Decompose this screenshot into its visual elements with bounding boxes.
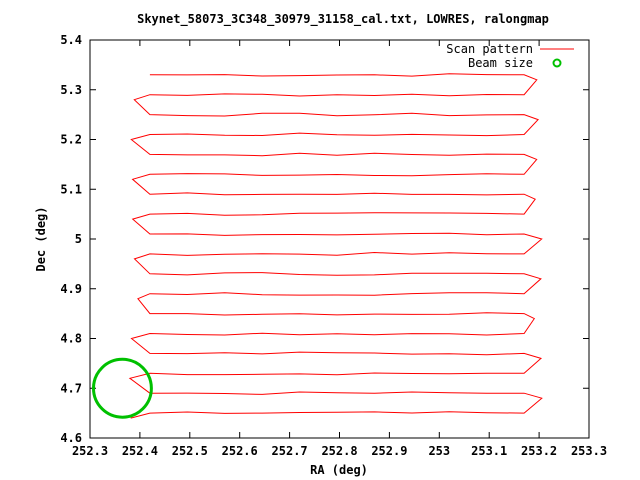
x-tick-label: 252.5 — [172, 444, 208, 458]
plot-area — [91, 73, 543, 419]
y-tick-label: 4.9 — [60, 282, 82, 296]
scan-pattern-line — [128, 73, 543, 419]
x-tick-label: 252.8 — [321, 444, 357, 458]
x-tick-label: 252.7 — [272, 444, 308, 458]
x-tick-label: 253.3 — [571, 444, 607, 458]
y-tick-label: 5 — [75, 232, 82, 246]
y-axis-label: Dec (deg) — [34, 206, 48, 271]
x-tick-label: 252.3 — [72, 444, 108, 458]
y-tick-label: 5.1 — [60, 182, 82, 196]
x-tick-label: 253.2 — [521, 444, 557, 458]
x-tick-label: 252.4 — [122, 444, 158, 458]
x-tick-label: 253 — [428, 444, 450, 458]
beam-size-circle — [91, 357, 153, 419]
x-tick-label: 253.1 — [471, 444, 507, 458]
y-tick-label: 4.6 — [60, 431, 82, 445]
x-tick-label: 252.6 — [222, 444, 258, 458]
legend-label-beam-size: Beam size — [468, 56, 533, 70]
x-tick-label: 252.9 — [371, 444, 407, 458]
x-axis-label: RA (deg) — [310, 463, 368, 477]
y-tick-label: 4.7 — [60, 381, 82, 395]
chart-title: Skynet_58073_3C348_30979_31158_cal.txt, … — [137, 12, 549, 27]
y-tick-label: 5.4 — [60, 33, 82, 47]
x-axis-ticks: 252.3 252.4 252.5 252.6 252.7 252.8 252.9 253 25… — [72, 40, 607, 458]
plot-frame — [89, 39, 590, 439]
legend-swatch-beam-size — [552, 58, 562, 68]
y-tick-label: 5.3 — [60, 83, 82, 97]
y-tick-label: 5.2 — [60, 133, 82, 147]
y-tick-label: 4.8 — [60, 332, 82, 346]
legend-label-scan-pattern: Scan pattern — [446, 42, 533, 56]
